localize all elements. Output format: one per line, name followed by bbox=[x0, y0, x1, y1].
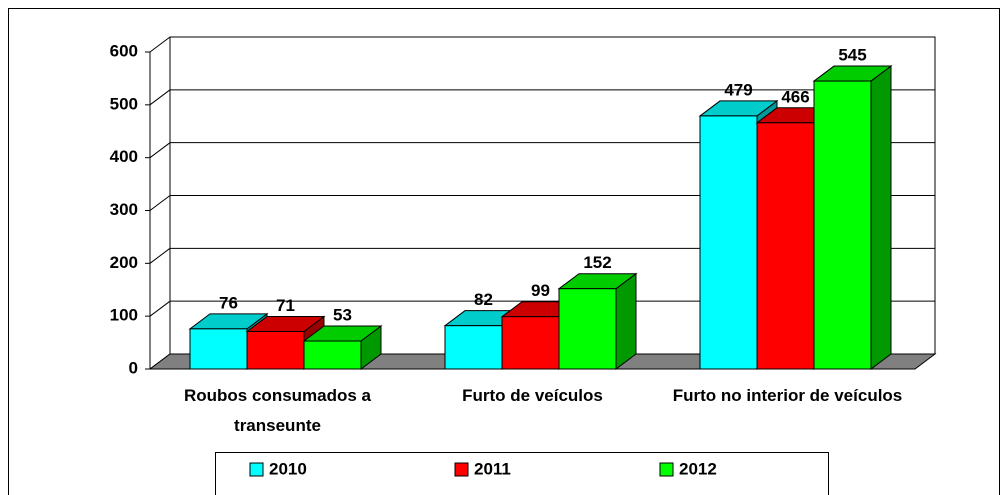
bar bbox=[303, 340, 362, 370]
grid-line-side bbox=[149, 142, 171, 159]
legend-label: 2012 bbox=[679, 459, 717, 478]
bar-side bbox=[870, 65, 892, 370]
bar bbox=[246, 330, 305, 370]
x-tick-label: Furto de veículos bbox=[462, 386, 603, 405]
x-tick-label: Furto no interior de veículos bbox=[672, 386, 903, 405]
y-tick-label: 500 bbox=[110, 94, 138, 113]
legend-swatch bbox=[659, 462, 674, 477]
bar bbox=[699, 115, 758, 370]
bar bbox=[444, 325, 503, 370]
y-tick-label: 200 bbox=[110, 253, 138, 272]
data-label: 479 bbox=[724, 80, 752, 99]
data-label: 152 bbox=[583, 253, 611, 272]
legend bbox=[215, 452, 829, 495]
y-tick-label: 100 bbox=[110, 306, 138, 325]
chart-border bbox=[8, 8, 1000, 495]
legend-swatch bbox=[249, 462, 264, 477]
bar bbox=[813, 80, 872, 370]
data-label: 82 bbox=[474, 290, 493, 309]
bar bbox=[189, 328, 248, 370]
data-label: 466 bbox=[781, 87, 809, 106]
bar bbox=[558, 288, 617, 370]
data-label: 76 bbox=[219, 293, 238, 312]
bar-side bbox=[615, 272, 637, 370]
data-label: 99 bbox=[531, 281, 550, 300]
y-tick-label: 300 bbox=[110, 200, 138, 219]
data-label: 53 bbox=[333, 305, 352, 324]
grid-line-side bbox=[149, 247, 171, 264]
bar bbox=[756, 122, 815, 370]
grid-line-side bbox=[149, 300, 171, 317]
y-tick-label: 400 bbox=[110, 147, 138, 166]
y-tick-label: 600 bbox=[110, 41, 138, 60]
data-label: 545 bbox=[838, 46, 866, 65]
grid-line-side bbox=[149, 36, 171, 53]
grid-line-side bbox=[149, 195, 171, 211]
bar bbox=[501, 316, 560, 370]
grid-line-side bbox=[149, 89, 171, 106]
data-label: 71 bbox=[276, 296, 295, 315]
x-tick-label: Roubos consumados a transeunte bbox=[183, 386, 372, 435]
legend-label: 2011 bbox=[474, 459, 511, 478]
legend-label: 2010 bbox=[269, 459, 307, 478]
legend-swatch bbox=[454, 462, 469, 477]
y-tick-label: 0 bbox=[129, 358, 138, 377]
